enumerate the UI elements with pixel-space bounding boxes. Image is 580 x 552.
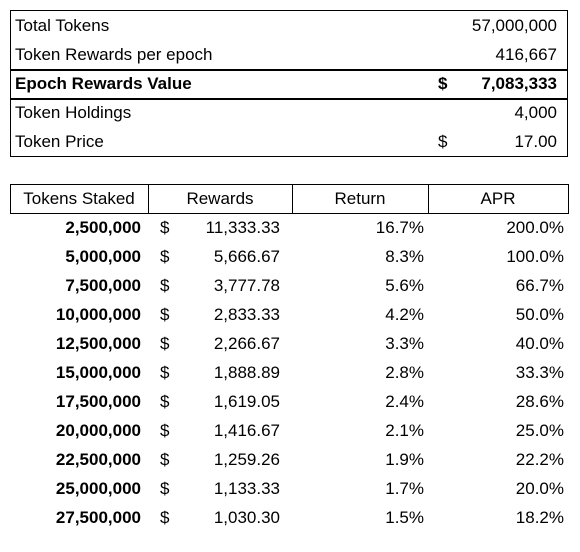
currency-symbol: $ — [160, 363, 170, 382]
apr: 25.0% — [515, 421, 564, 440]
tokens-staked: 25,000,000 — [55, 479, 141, 498]
apr: 18.2% — [515, 508, 564, 527]
return: 16.7% — [375, 218, 424, 237]
return: 4.2% — [385, 305, 424, 324]
currency-symbol: $ — [160, 392, 170, 411]
apr: 50.0% — [515, 305, 564, 324]
apr: 28.6% — [515, 392, 564, 411]
rewards: 1,416.67 — [213, 421, 280, 440]
header-text: Tokens Staked — [23, 189, 135, 208]
return: 1.9% — [385, 450, 424, 469]
apr: 20.0% — [515, 479, 564, 498]
currency-symbol: $ — [160, 508, 170, 527]
tokens-staked: 7,500,000 — [65, 276, 141, 295]
currency-symbol: $ — [160, 305, 170, 324]
apr: 200.0% — [506, 218, 564, 237]
summary-value: 7,083,333 — [481, 74, 557, 93]
currency-symbol: $ — [160, 334, 170, 353]
summary-label: Token Holdings — [15, 103, 132, 122]
tokens-staked: 12,500,000 — [55, 334, 141, 353]
rewards: 11,333.33 — [205, 218, 280, 237]
summary-value: 4,000 — [514, 103, 557, 122]
rewards: 1,259.26 — [213, 450, 280, 469]
currency-symbol: $ — [160, 247, 170, 266]
currency-symbol: $ — [160, 218, 170, 237]
rewards: 2,266.67 — [213, 334, 280, 353]
tokens-staked: 22,500,000 — [55, 450, 141, 469]
tokens-staked: 2,500,000 — [65, 218, 141, 237]
tokens-staked: 17,500,000 — [55, 392, 141, 411]
row-separator — [10, 98, 568, 100]
currency-symbol: $ — [160, 450, 170, 469]
return: 2.4% — [385, 392, 424, 411]
summary-value: 17.00 — [514, 132, 557, 151]
tokens-staked: 27,500,000 — [55, 508, 141, 527]
header-text: Return — [334, 189, 386, 208]
apr: 100.0% — [506, 247, 564, 266]
rewards: 5,666.67 — [213, 247, 280, 266]
rewards: 1,619.05 — [213, 392, 280, 411]
return: 8.3% — [385, 247, 424, 266]
currency-symbol: $ — [438, 132, 448, 151]
rewards: 1,030.30 — [213, 508, 280, 527]
apr: 66.7% — [515, 276, 564, 295]
return: 3.3% — [385, 334, 424, 353]
return: 1.7% — [385, 479, 424, 498]
return: 2.8% — [385, 363, 424, 382]
tokens-staked: 5,000,000 — [65, 247, 141, 266]
header-text: Rewards — [186, 189, 254, 208]
summary-value: 57,000,000 — [471, 16, 557, 35]
apr: 33.3% — [515, 363, 564, 382]
header-cell — [428, 184, 569, 214]
return: 2.1% — [385, 421, 424, 440]
rewards: 1,133.33 — [213, 479, 280, 498]
summary-label: Token Price — [15, 132, 104, 151]
summary-label: Epoch Rewards Value — [15, 74, 192, 93]
apr: 22.2% — [515, 450, 564, 469]
rewards: 1,888.89 — [213, 363, 280, 382]
summary-border — [10, 10, 568, 157]
tokens-staked: 10,000,000 — [55, 305, 141, 324]
currency-symbol: $ — [160, 421, 170, 440]
return: 1.5% — [385, 508, 424, 527]
tokens-staked: 20,000,000 — [55, 421, 141, 440]
rewards: 3,777.78 — [213, 276, 280, 295]
apr: 40.0% — [515, 334, 564, 353]
currency-symbol: $ — [160, 276, 170, 295]
currency-symbol: $ — [438, 74, 448, 93]
tokens-staked: 15,000,000 — [55, 363, 141, 382]
return: 5.6% — [385, 276, 424, 295]
header-text: APR — [480, 189, 516, 208]
currency-symbol: $ — [160, 479, 170, 498]
rewards: 2,833.33 — [213, 305, 280, 324]
summary-value: 416,667 — [495, 45, 557, 64]
row-separator — [10, 69, 568, 71]
summary-label: Token Rewards per epoch — [15, 45, 213, 64]
summary-label: Total Tokens — [15, 16, 110, 35]
